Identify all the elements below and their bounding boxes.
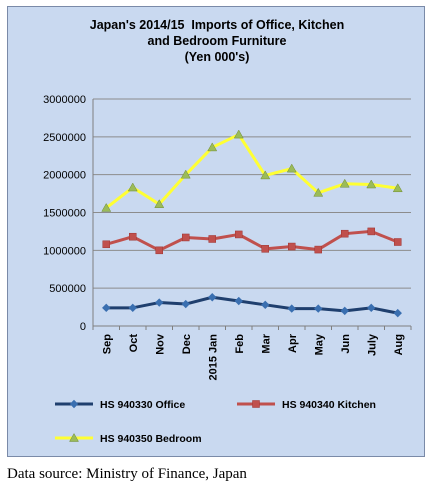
y-tick-label: 1000000: [43, 245, 86, 257]
legend-marker-1: [69, 399, 79, 409]
x-tick-label: Feb: [234, 334, 246, 354]
data-point-series-2: [314, 245, 322, 254]
data-point-series-3: [154, 199, 165, 208]
data-point-series-3: [260, 170, 271, 180]
x-tick-label: Jun: [340, 334, 352, 354]
data-point-series-1: [155, 298, 164, 307]
data-point-series-1: [261, 300, 270, 310]
y-tick-label: 2500000: [43, 132, 86, 144]
data-point-series-2: [288, 242, 296, 251]
x-tick-label: Apr: [287, 333, 299, 353]
legend-label-2: HS 940340 Kitchen: [282, 399, 376, 411]
data-point-series-3: [286, 163, 297, 173]
data-point-series-1: [314, 304, 323, 313]
legend-label-1: HS 940330 Office: [100, 399, 185, 411]
chart-title-line-3: (Yen 000's): [184, 50, 250, 64]
x-tick-label: Oct: [128, 334, 140, 353]
data-point-series-2: [182, 233, 190, 242]
legend-marker-3: [69, 432, 79, 442]
data-point-series-3: [127, 182, 138, 192]
y-tick-label: 0: [80, 321, 86, 333]
data-point-series-2: [341, 229, 349, 238]
data-point-series-3: [366, 179, 377, 189]
data-point-series-1: [208, 293, 217, 302]
data-point-series-1: [102, 303, 111, 313]
data-point-series-2: [102, 240, 110, 249]
y-tick-label: 1500000: [43, 208, 86, 220]
data-point-series-2: [261, 245, 269, 253]
y-tick-label: 500000: [49, 283, 86, 295]
x-tick-label: Dec: [181, 334, 193, 354]
series-line-2: [105, 229, 399, 252]
data-point-series-1: [128, 303, 137, 313]
data-point-series-3: [180, 169, 191, 179]
x-tick-label: Aug: [393, 334, 405, 355]
data-point-series-3: [392, 183, 403, 193]
y-tick-label: 3000000: [43, 94, 86, 106]
x-tick-label: Mar: [260, 333, 272, 353]
x-tick-label: May: [313, 333, 325, 355]
data-point-series-1: [181, 299, 190, 309]
data-point-series-3: [101, 202, 112, 212]
data-point-series-2: [155, 246, 163, 255]
series-line-1: [106, 295, 399, 315]
data-source-caption: Data source: Ministry of Finance, Japan: [7, 466, 247, 482]
data-point-series-2: [367, 227, 375, 236]
data-point-series-2: [129, 232, 137, 241]
data-point-series-1: [393, 308, 402, 318]
data-point-series-1: [340, 306, 349, 316]
data-point-series-2: [235, 230, 243, 239]
data-point-series-2: [208, 235, 216, 243]
x-tick-label: Sep: [101, 334, 113, 354]
data-point-series-3: [339, 178, 350, 188]
data-point-series-1: [367, 303, 376, 313]
data-point-series-2: [394, 238, 402, 246]
chart-title-line-2: and Bedroom Furniture: [147, 34, 287, 48]
y-tick-label: 2000000: [43, 170, 86, 182]
data-point-series-3: [207, 142, 218, 152]
chart-title: Japan's 2014/15 Imports of Office, Kitch…: [8, 17, 426, 65]
x-tick-label: July: [366, 333, 378, 356]
data-point-series-3: [233, 129, 244, 139]
line-chart: 0 500000 1000000 1500000 2000000 2500000 30000…: [43, 94, 412, 445]
x-tick-label: Nov: [154, 333, 166, 355]
legend-marker-2: [252, 400, 260, 408]
x-tick-label: 2015 Jan: [207, 334, 219, 381]
chart-title-line-1: Japan's 2014/15 Imports of Office, Kitch…: [89, 18, 345, 32]
data-point-series-1: [287, 304, 296, 313]
chart-panel: Japan's 2014/15 Imports of Office, Kitch…: [7, 6, 425, 457]
legend-label-3: HS 940350 Bedroom: [100, 433, 202, 445]
data-point-series-3: [313, 187, 324, 197]
series-line-3: [105, 133, 398, 210]
data-point-series-1: [234, 296, 243, 306]
